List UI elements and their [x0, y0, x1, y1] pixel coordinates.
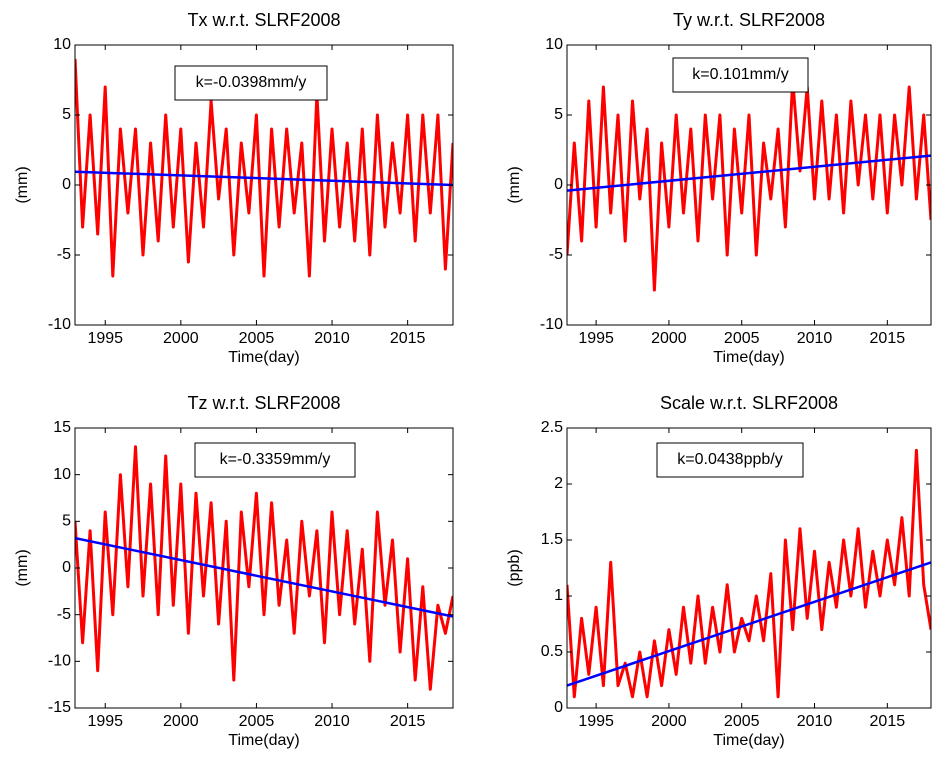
annotation: k=-0.3359mm/y	[220, 451, 331, 468]
data-line	[75, 58, 453, 278]
annotation: k=0.101mm/y	[692, 66, 788, 83]
y-tick-label: 1	[554, 587, 563, 604]
y-axis-label: (ppb)	[506, 549, 523, 586]
x-tick-label: 2000	[163, 713, 199, 730]
x-tick-label: 2005	[724, 713, 760, 730]
annotation-box	[194, 442, 356, 478]
x-tick-label: 2010	[797, 330, 833, 347]
annotation: k=0.0438ppb/y	[677, 451, 782, 468]
chart-title: Tx w.r.t. SLRF2008	[187, 10, 340, 30]
y-tick-label: 0	[554, 699, 563, 716]
y-tick-label: -10	[540, 316, 563, 333]
y-tick-label: 0.5	[541, 643, 563, 660]
trend-line	[75, 536, 453, 618]
x-axis-label: Time(day)	[713, 349, 784, 366]
trend-line	[75, 170, 453, 187]
data-line	[75, 445, 453, 691]
x-tick-label: 2015	[870, 713, 906, 730]
x-tick-label: 2015	[390, 713, 426, 730]
plot-area	[567, 78, 931, 292]
y-tick-label: 10	[53, 36, 71, 53]
y-tick-label: 5	[62, 106, 71, 123]
y-tick-label: 0	[62, 176, 71, 193]
x-tick-label: 2000	[163, 330, 199, 347]
chart-title: Tz w.r.t. SLRF2008	[187, 393, 340, 413]
y-tick-label: 2.5	[541, 419, 563, 436]
x-tick-label: 1995	[87, 330, 123, 347]
y-tick-label: -10	[48, 316, 71, 333]
x-tick-label: 2005	[724, 330, 760, 347]
y-axis-label: (mm)	[506, 166, 523, 203]
x-tick-label: 2005	[239, 330, 275, 347]
x-tick-label: 2010	[314, 713, 350, 730]
x-tick-label: 1995	[578, 330, 614, 347]
annotation-box	[174, 65, 328, 101]
x-tick-label: 2000	[651, 330, 687, 347]
x-axis-label: Time(day)	[228, 349, 299, 366]
data-line	[567, 448, 931, 699]
axes-frame	[566, 427, 932, 709]
x-axis-label: Time(day)	[713, 732, 784, 749]
y-tick-label: -5	[57, 246, 71, 263]
x-tick-label: 2000	[651, 713, 687, 730]
x-tick-label: 1995	[87, 713, 123, 730]
x-tick-label: 1995	[578, 713, 614, 730]
chart-title: Scale w.r.t. SLRF2008	[660, 393, 838, 413]
y-tick-label: 10	[545, 36, 563, 53]
x-tick-label: 2015	[390, 330, 426, 347]
y-tick-label: 0	[62, 559, 71, 576]
x-tick-label: 2010	[314, 330, 350, 347]
plot-area	[567, 448, 931, 699]
x-tick-label: 2010	[797, 713, 833, 730]
y-tick-label: 0	[554, 176, 563, 193]
x-tick-label: 2015	[870, 330, 906, 347]
y-tick-label: -5	[57, 606, 71, 623]
annotation-box	[656, 442, 804, 478]
y-axis-label: (mm)	[14, 166, 31, 203]
annotation-box	[672, 57, 809, 93]
y-tick-label: 15	[53, 419, 71, 436]
y-tick-label: 2	[554, 475, 563, 492]
data-line	[567, 78, 931, 292]
y-axis-label: (mm)	[14, 549, 31, 586]
y-tick-label: -10	[48, 653, 71, 670]
y-tick-label: 1.5	[541, 531, 563, 548]
trend-line	[567, 561, 931, 687]
plot-area	[75, 58, 453, 278]
y-tick-label: 10	[53, 466, 71, 483]
y-tick-label: -15	[48, 699, 71, 716]
y-tick-label: 5	[62, 513, 71, 530]
y-tick-label: -5	[549, 246, 563, 263]
x-tick-label: 2005	[239, 713, 275, 730]
annotation: k=-0.0398mm/y	[196, 74, 307, 91]
x-axis-label: Time(day)	[228, 732, 299, 749]
plot-area	[75, 445, 453, 691]
trend-line	[567, 154, 931, 192]
y-tick-label: 5	[554, 106, 563, 123]
chart-title: Ty w.r.t. SLRF2008	[673, 10, 825, 30]
